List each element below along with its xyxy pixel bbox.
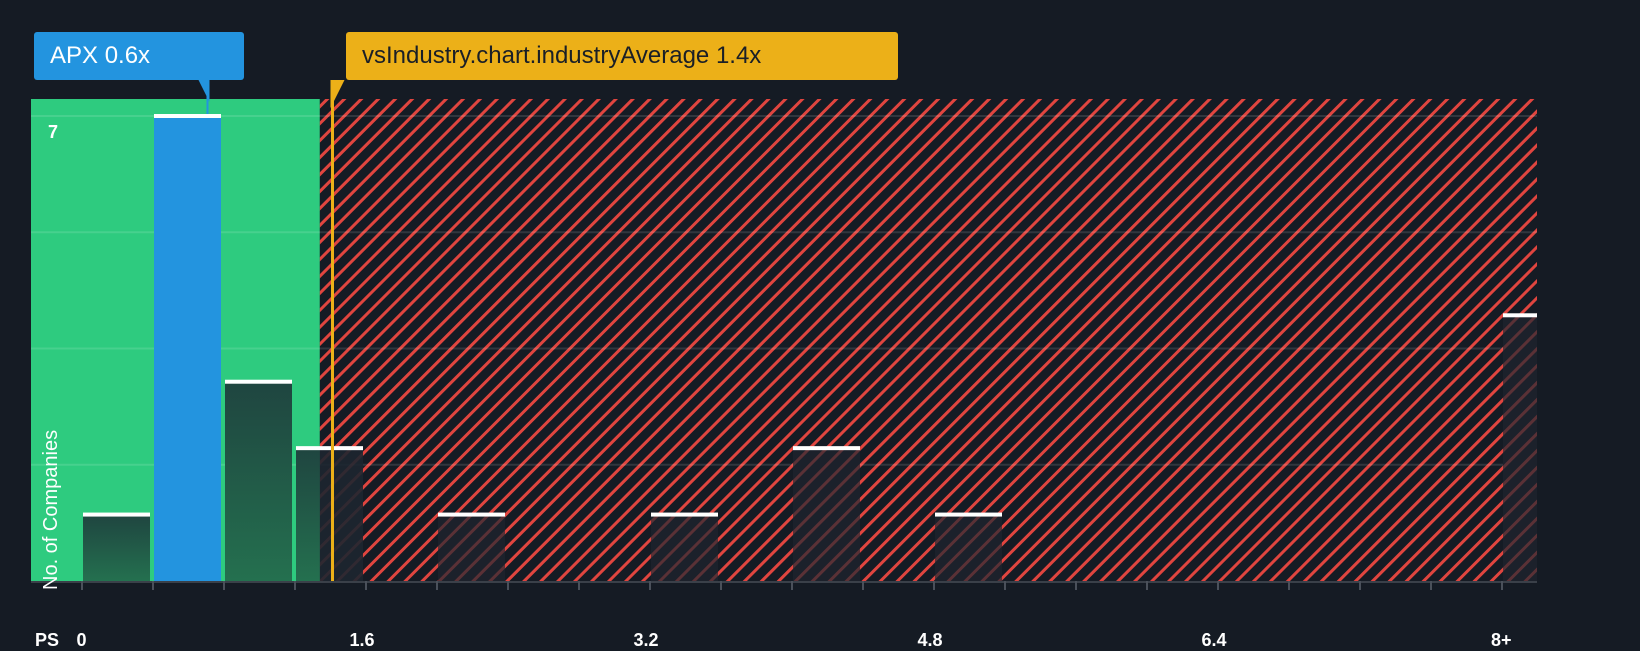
bar-cap (1503, 313, 1537, 318)
company-ps-callout: APX 0.6x (34, 32, 244, 80)
company-pointer-tail (198, 80, 210, 102)
histogram-bar (793, 448, 860, 581)
histogram-bar (935, 514, 1002, 581)
bar-cap (793, 446, 860, 451)
bar-cap (154, 114, 221, 118)
x-tick-label: 6.4 (1201, 630, 1227, 650)
x-tick-label: 4.8 (917, 630, 943, 650)
company-bar (154, 116, 221, 581)
x-tick-label: 1.6 (349, 630, 375, 650)
histogram-bar (83, 514, 150, 581)
bar-cap (651, 512, 718, 517)
bar-cap (83, 512, 150, 517)
overvalued-region (319, 99, 1538, 581)
bar-cap (296, 446, 363, 451)
histogram-bar (1503, 315, 1537, 581)
industry-pointer-tail (330, 80, 345, 108)
x-tick-label: 3.2 (633, 630, 659, 650)
x-tick-label: 8+ (1491, 630, 1512, 650)
histogram-bar (438, 514, 505, 581)
histogram-bar (225, 381, 292, 581)
histogram-bar (651, 514, 718, 581)
bar-cap (935, 512, 1002, 517)
x-tick-label: 0 (76, 630, 87, 650)
y-max-tick-label: 7 (48, 122, 59, 142)
x-axis-title: PS (35, 630, 60, 650)
bar-cap (438, 512, 505, 517)
bar-cap (225, 379, 292, 384)
industry-average-callout: vsIndustry.chart.industryAverage 1.4x (346, 32, 898, 80)
histogram-bar-green-part (296, 448, 320, 581)
y-axis-title: No. of Companies (40, 429, 62, 590)
